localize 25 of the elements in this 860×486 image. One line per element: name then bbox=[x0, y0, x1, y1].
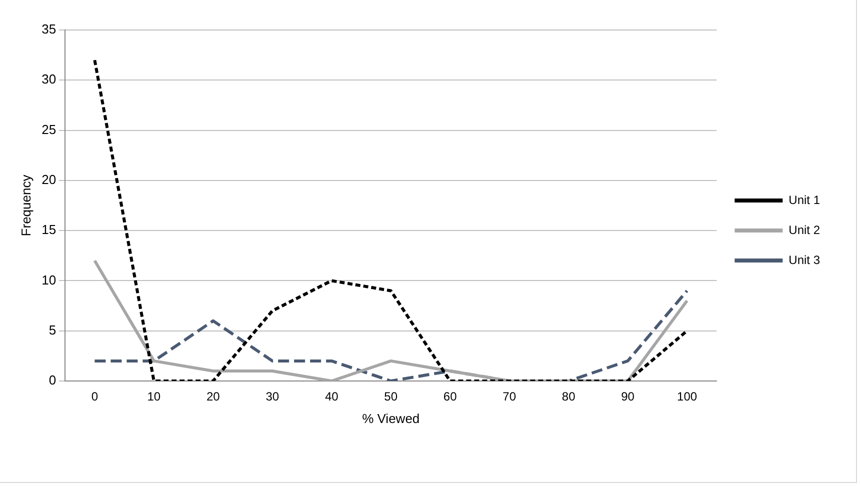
x-tick-label: 70 bbox=[502, 390, 516, 404]
line-series bbox=[93, 58, 689, 381]
x-tick-label: 50 bbox=[384, 390, 398, 404]
y-tick-label: 20 bbox=[42, 172, 56, 188]
x-tick-label: 80 bbox=[562, 390, 576, 404]
legend-label: Unit 1 bbox=[788, 192, 820, 207]
x-tick-label: 10 bbox=[147, 390, 161, 404]
x-tick-label: 100 bbox=[677, 390, 698, 404]
x-tick-label: 0 bbox=[91, 390, 98, 404]
x-tick-label: 20 bbox=[206, 390, 220, 404]
y-tick-label: 30 bbox=[42, 72, 56, 87]
y-tick-label: 5 bbox=[48, 322, 56, 338]
x-tick-label: 60 bbox=[443, 390, 458, 404]
x-axis-title: % Viewed bbox=[362, 410, 420, 426]
y-tick-label: 10 bbox=[42, 272, 56, 288]
y-tick-label: 15 bbox=[42, 222, 56, 238]
y-tick-label: 25 bbox=[42, 122, 56, 137]
y-tick-label: 35 bbox=[42, 22, 56, 37]
x-tick-label: 30 bbox=[266, 390, 280, 404]
x-tick-label: 90 bbox=[621, 390, 635, 404]
x-tick-label: 40 bbox=[324, 390, 339, 404]
y-tick-label: 0 bbox=[48, 372, 56, 388]
legend-label: Unit 2 bbox=[788, 222, 820, 237]
legend-label: Unit 3 bbox=[788, 252, 820, 267]
y-axis-title: Frequency bbox=[18, 174, 34, 236]
